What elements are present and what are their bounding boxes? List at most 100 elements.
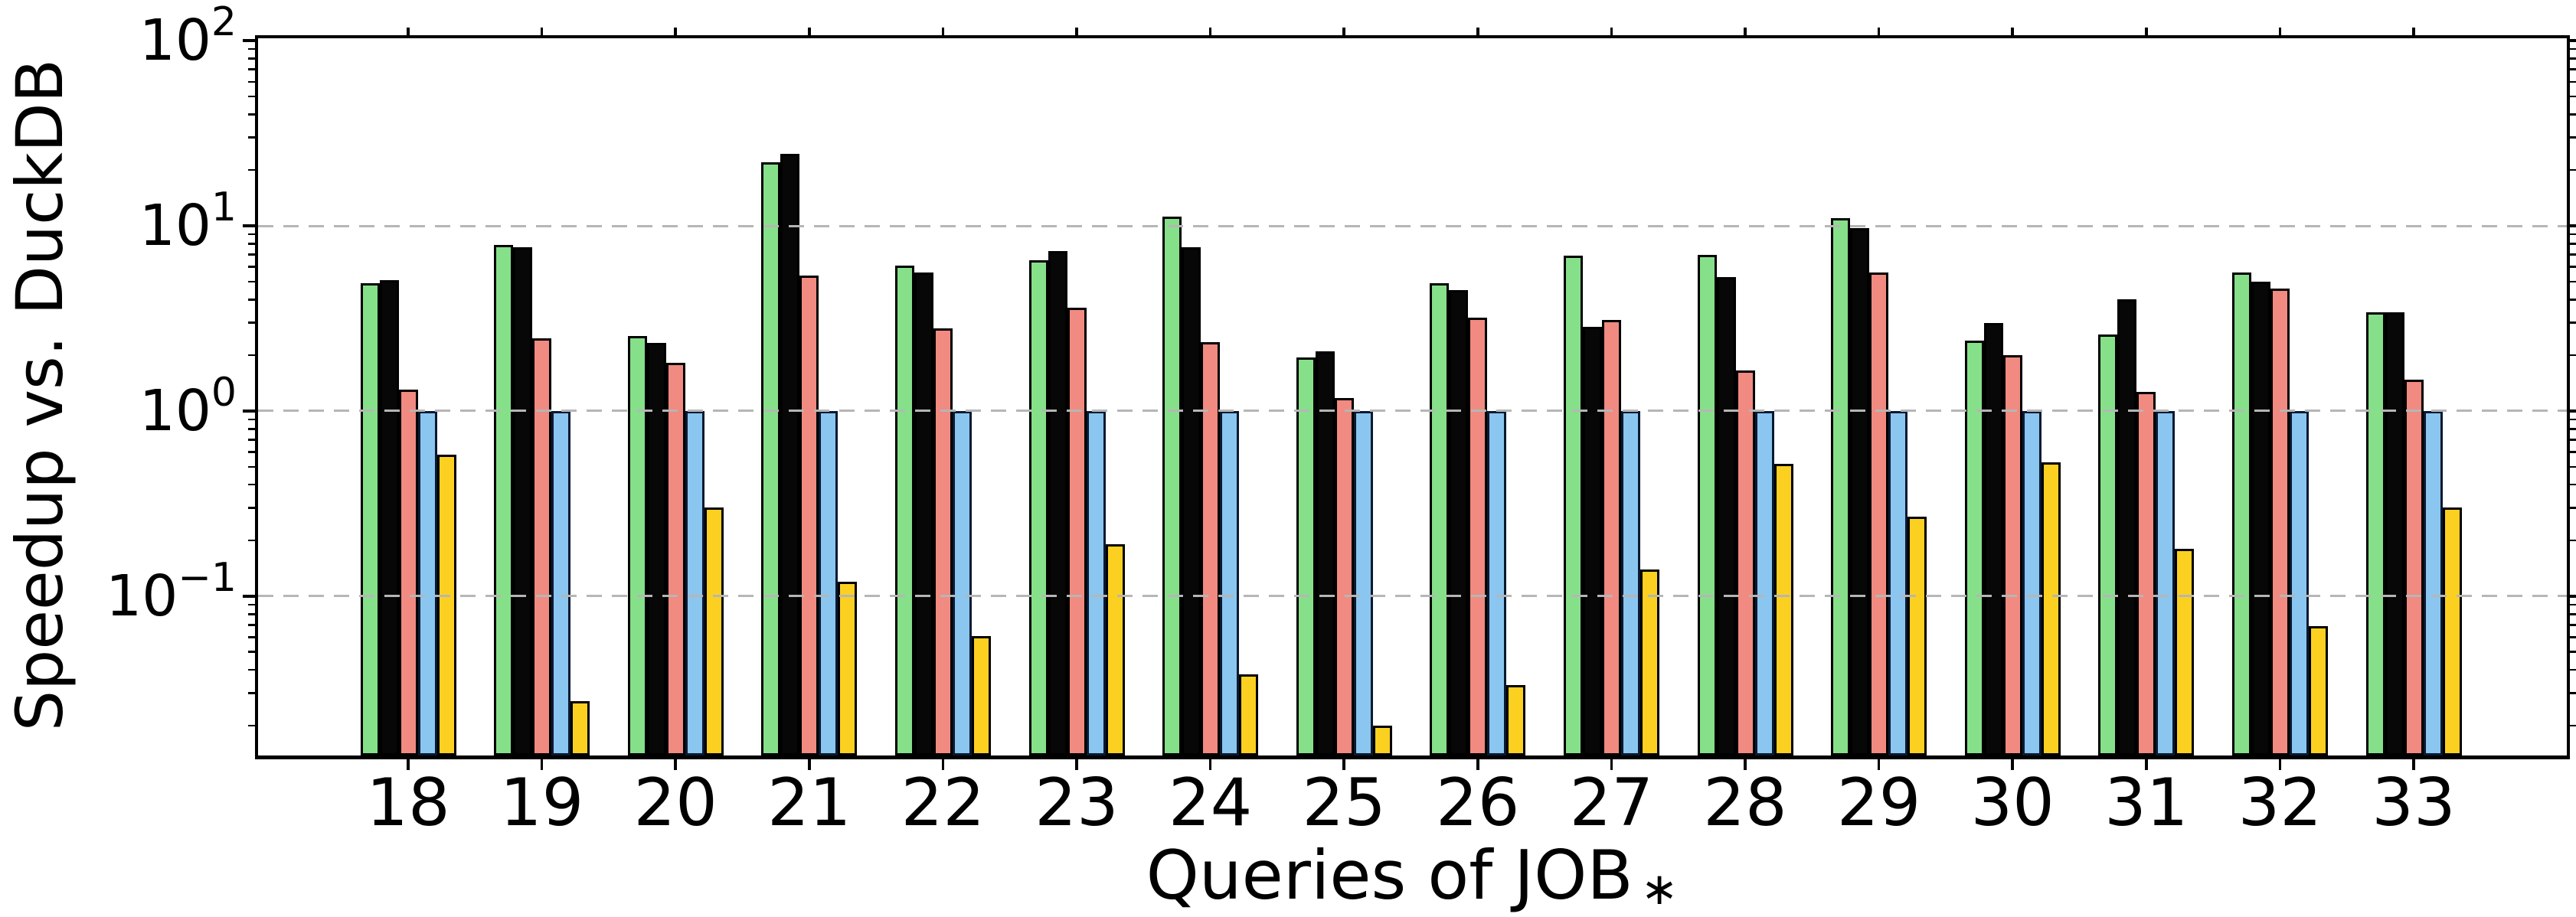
y-minor-tick-left (248, 280, 255, 283)
y-minor-tick-left (248, 168, 255, 171)
y-minor-tick-left (248, 651, 255, 653)
bar-green-q23 (1028, 260, 1048, 755)
x-tick-top-32 (2278, 28, 2282, 35)
x-tick-label-29: 29 (1836, 765, 1921, 841)
y-minor-tick-right (2570, 57, 2576, 60)
x-tick-bottom-23 (1075, 759, 1078, 770)
bar-green-q29 (1831, 218, 1851, 755)
bar-yellow-q29 (1907, 516, 1927, 755)
bar-green-q19 (494, 244, 514, 755)
bar-blue-q25 (1353, 410, 1373, 755)
gridline-1 (258, 410, 2567, 413)
bar-green-q18 (360, 282, 380, 755)
y-minor-tick-left (248, 603, 255, 606)
y-minor-tick-left (248, 233, 255, 236)
y-minor-tick-right (2570, 354, 2576, 357)
y-minor-tick-right (2570, 136, 2576, 139)
bar-blue-q18 (417, 410, 437, 755)
bar-yellow-q18 (436, 455, 456, 755)
gridline-10 (258, 224, 2567, 227)
x-tick-top-31 (2145, 28, 2148, 35)
y-minor-tick-right (2570, 507, 2576, 509)
bar-black-q23 (1048, 251, 1067, 755)
y-minor-tick-right (2570, 266, 2576, 268)
y-minor-tick-left (248, 95, 255, 98)
right-spine (2567, 35, 2570, 759)
y-minor-tick-left (248, 321, 255, 324)
x-tick-top-29 (1877, 28, 1881, 35)
bar-black-q25 (1315, 351, 1335, 755)
bar-yellow-q28 (1773, 463, 1793, 755)
x-tick-bottom-27 (1610, 759, 1613, 770)
x-tick-label-32: 32 (2238, 765, 2323, 841)
y-minor-tick-right (2570, 603, 2576, 606)
gridline-0.1 (258, 595, 2567, 598)
x-tick-label-23: 23 (1035, 765, 1119, 841)
bar-green-q32 (2231, 272, 2251, 755)
x-tick-bottom-32 (2278, 759, 2282, 770)
bar-blue-q24 (1220, 410, 1240, 755)
y-major-tick-left (243, 595, 255, 598)
y-minor-tick-right (2570, 299, 2576, 301)
x-tick-label-24: 24 (1168, 765, 1253, 841)
x-tick-top-28 (1744, 28, 1747, 35)
y-minor-tick-left (248, 636, 255, 638)
y-tick-base: 10 (139, 193, 211, 259)
y-minor-tick-left (248, 613, 255, 615)
bar-red-q26 (1468, 317, 1488, 755)
y-minor-tick-left (248, 47, 255, 51)
y-minor-tick-left (248, 113, 255, 116)
bar-green-q21 (761, 162, 781, 755)
y-minor-tick-left (248, 439, 255, 441)
bar-blue-q22 (952, 410, 972, 755)
y-tick-exponent: 2 (211, 0, 237, 46)
x-tick-bottom-25 (1342, 759, 1345, 770)
x-tick-label-31: 31 (2104, 765, 2189, 841)
bar-yellow-q21 (838, 581, 858, 755)
bar-yellow-q24 (1239, 674, 1259, 755)
y-minor-tick-right (2570, 113, 2576, 116)
y-minor-tick-right (2570, 651, 2576, 653)
bar-green-q22 (894, 265, 914, 755)
y-major-tick-left (243, 410, 255, 413)
bar-green-q31 (2098, 334, 2118, 755)
x-tick-bottom-18 (407, 759, 410, 770)
x-tick-bottom-21 (808, 759, 811, 770)
bar-red-q21 (799, 275, 819, 755)
bar-yellow-q20 (704, 507, 724, 755)
y-tick-label-10e−1: 10−1 (106, 558, 237, 633)
bar-yellow-q32 (2308, 625, 2328, 755)
x-axis-label-subscript: ∗ (1640, 862, 1679, 915)
y-minor-tick-right (2570, 465, 2576, 468)
y-tick-label-10e0: 100 (139, 373, 237, 448)
x-tick-top-20 (674, 28, 677, 35)
y-major-tick-right (2570, 39, 2576, 42)
bar-yellow-q26 (1506, 685, 1526, 755)
bar-yellow-q19 (570, 701, 590, 755)
x-tick-top-33 (2412, 28, 2415, 35)
y-minor-tick-right (2570, 243, 2576, 245)
y-minor-tick-right (2570, 428, 2576, 430)
y-minor-tick-right (2570, 280, 2576, 283)
bar-red-q18 (398, 389, 418, 755)
x-tick-top-25 (1342, 28, 1345, 35)
x-tick-label-33: 33 (2372, 765, 2456, 841)
bar-blue-q21 (819, 410, 839, 755)
bar-yellow-q23 (1105, 544, 1125, 755)
x-tick-label-28: 28 (1703, 765, 1787, 841)
y-tick-base: 10 (139, 377, 211, 444)
bar-black-q30 (1983, 322, 2003, 755)
y-minor-tick-right (2570, 624, 2576, 626)
y-tick-label-10e2: 102 (139, 2, 237, 77)
x-tick-label-26: 26 (1436, 765, 1520, 841)
y-minor-tick-right (2570, 47, 2576, 51)
x-tick-bottom-33 (2412, 759, 2415, 770)
y-minor-tick-right (2570, 233, 2576, 236)
bar-blue-q19 (551, 410, 571, 755)
y-minor-tick-left (248, 483, 255, 486)
bar-black-q26 (1449, 289, 1469, 755)
x-tick-bottom-30 (2011, 759, 2014, 770)
bar-red-q19 (532, 338, 552, 755)
y-minor-tick-left (248, 507, 255, 509)
